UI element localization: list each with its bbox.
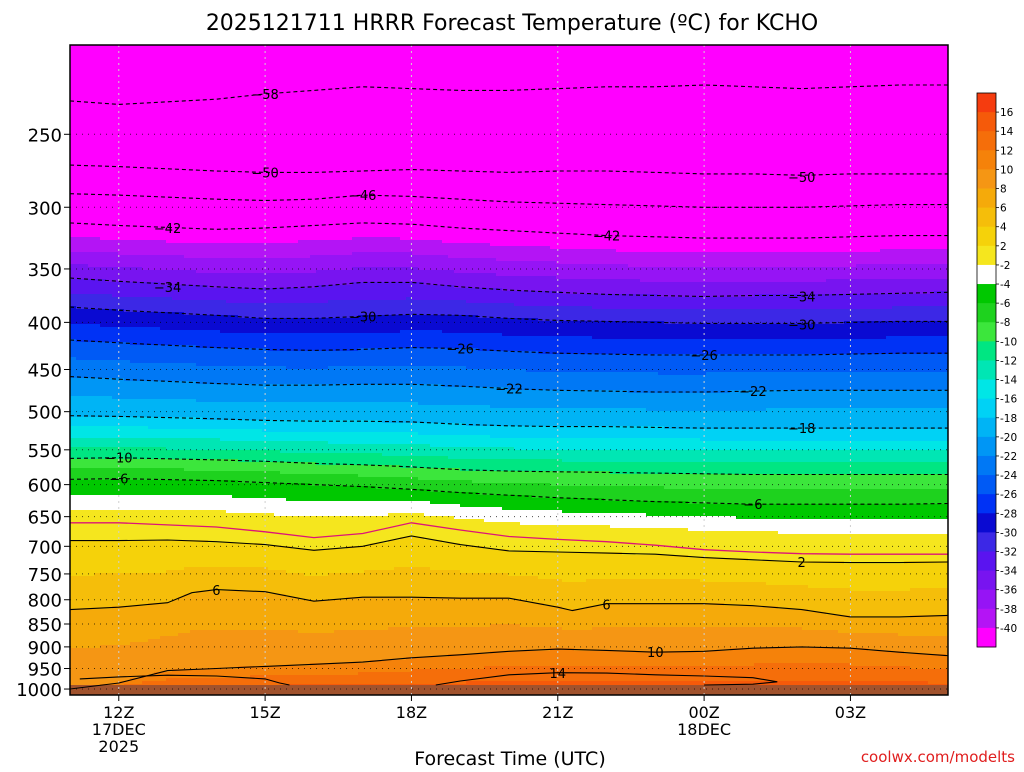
chart-title: 2025121711 HRRR Forecast Temperature (ºC… xyxy=(206,11,818,36)
